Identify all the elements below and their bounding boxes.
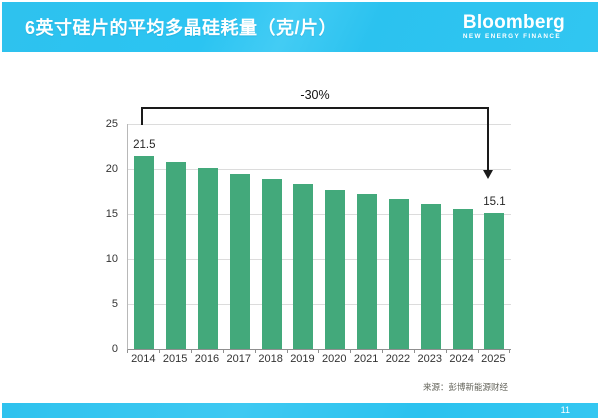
bloomberg-logo: Bloomberg NEW ENERGY FINANCE	[463, 13, 565, 40]
bar-2020	[325, 189, 346, 349]
decline-annotation-label: -30%	[300, 88, 330, 102]
bar-2016	[197, 168, 218, 349]
x-tick-2	[191, 350, 192, 353]
x-tick-9	[413, 350, 415, 353]
decline-arrow-line	[487, 107, 489, 171]
gridline-15	[128, 214, 511, 215]
bar-2017	[229, 173, 250, 349]
x-tick-6	[318, 350, 320, 353]
x-tick-10	[445, 350, 447, 353]
source-note: 来源：彭博新能源财经	[422, 382, 508, 392]
x-axis-label-2018: 2018	[258, 353, 283, 365]
decline-bracket-left-tick	[141, 107, 143, 125]
plot-area: 21.5 15.1	[127, 124, 511, 350]
gridline-10	[128, 259, 511, 260]
x-axis-label-2015: 2015	[162, 353, 188, 365]
x-tick-3	[222, 350, 224, 353]
y-axis-label-20: 20	[105, 163, 118, 175]
page-number: 11	[560, 405, 570, 415]
x-axis-label-2025: 2025	[481, 353, 506, 365]
y-axis-labels: 0 5 10 15 20 25	[85, 118, 118, 355]
y-axis-label-25: 25	[105, 118, 118, 130]
x-axis-labels: 2014 2015 2016 2017 2018 2019 2020 2021 2022 2023…	[127, 353, 510, 369]
x-tick-4	[254, 350, 256, 353]
x-axis-label-2014: 2014	[131, 353, 156, 365]
x-axis-label-2021: 2021	[353, 353, 379, 365]
bar-2015	[166, 161, 187, 349]
y-axis-label-0: 0	[111, 343, 118, 355]
x-axis-label-2022: 2022	[385, 353, 411, 365]
x-tick-0	[127, 350, 129, 353]
x-axis-label-2023: 2023	[417, 353, 442, 365]
x-axis-label-2017: 2017	[226, 353, 252, 365]
bar-2024	[452, 208, 473, 349]
y-axis-label-5: 5	[111, 298, 118, 310]
page-title: 6英寸硅片的平均多晶硅耗量（克/片）	[25, 18, 338, 38]
bloomberg-wordmark: Bloomberg	[462, 12, 565, 34]
x-tick-5	[286, 350, 288, 353]
x-axis-label-2019: 2019	[290, 353, 315, 365]
bar-2025	[484, 213, 505, 349]
bar-2019	[293, 184, 314, 349]
footer-bar: 11	[2, 403, 598, 418]
bloomberg-sub-brand: NEW ENERGY FINANCE	[462, 33, 561, 41]
x-tick-8	[382, 350, 383, 353]
gridline-20	[128, 169, 511, 170]
x-tick-11	[477, 350, 479, 353]
header-bar: 6英寸硅片的平均多晶硅耗量（克/片） Bloomberg NEW ENERGY …	[2, 2, 598, 52]
y-axis-label-10: 10	[105, 253, 118, 265]
x-axis-label-2024: 2024	[449, 353, 474, 365]
bar-2022	[388, 198, 409, 349]
x-tick-1	[159, 350, 161, 353]
bar-2014	[134, 155, 155, 349]
down-arrowhead-icon	[483, 170, 493, 179]
x-tick-7	[350, 350, 352, 353]
gridline-5	[128, 304, 511, 305]
bar-2021	[357, 194, 378, 349]
gridline-25	[128, 124, 511, 125]
x-axis-label-2016: 2016	[194, 353, 220, 365]
x-axis-ticks	[127, 350, 511, 354]
bar-value-label-2025: 15.1	[483, 196, 506, 209]
x-axis-label-2020: 2020	[322, 353, 347, 365]
x-tick-12	[509, 350, 511, 353]
bar-2018	[261, 178, 282, 349]
bar-value-label-2014: 21.5	[133, 138, 156, 151]
decline-bracket-horizontal-line	[141, 107, 489, 109]
y-axis-label-15: 15	[105, 208, 118, 220]
bar-2023	[420, 204, 441, 349]
